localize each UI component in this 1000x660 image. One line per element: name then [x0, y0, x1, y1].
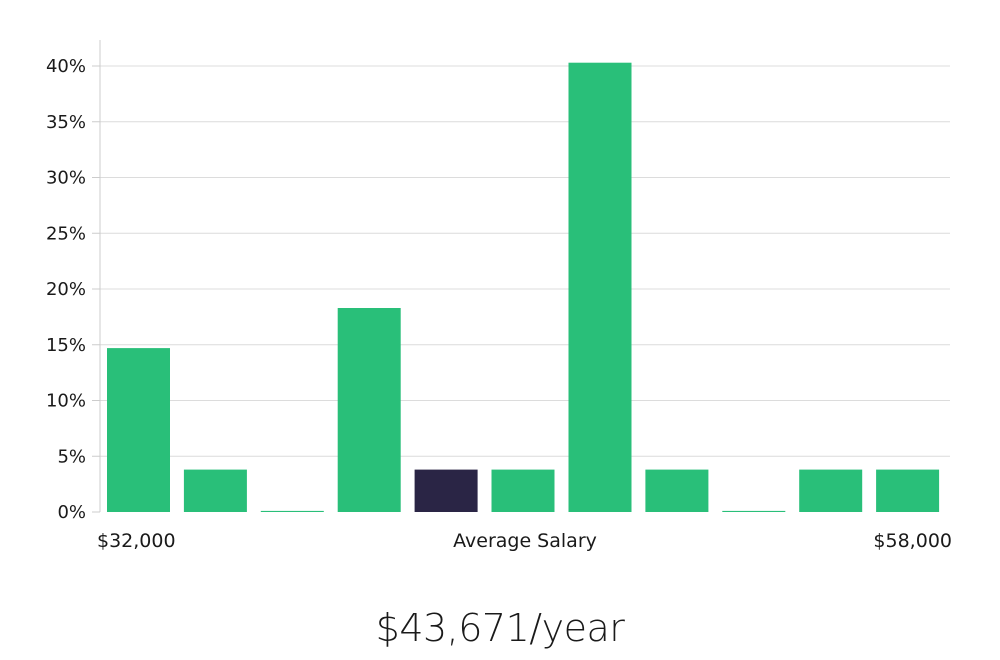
bar: [183, 469, 247, 512]
bar: [645, 469, 709, 512]
y-tick-label: 10%: [46, 391, 86, 412]
y-tick-label: 40%: [46, 56, 86, 77]
y-tick-label: 25%: [46, 223, 86, 244]
y-tick-label: 15%: [46, 335, 86, 356]
average-salary-value: $43,671/year: [375, 606, 625, 650]
x-min-label: $32,000: [97, 530, 176, 552]
y-tick-label: 20%: [46, 279, 86, 300]
bar: [491, 469, 555, 512]
grid-lines: [100, 65, 950, 457]
bar: [337, 308, 401, 512]
x-max-label: $58,000: [873, 530, 952, 552]
salary-distribution-chart: 0% 5% 10% 15% 20% 25% 30% 35% 40% $32,000 Averag…: [46, 40, 952, 552]
y-axis-ticks: 0% 5% 10% 15% 20% 25% 30% 35% 40%: [46, 56, 100, 523]
bar: [799, 469, 863, 512]
bar: [876, 469, 940, 512]
y-tick-label: 5%: [57, 446, 86, 467]
bar-highlighted: [414, 469, 478, 512]
bar: [568, 62, 632, 512]
x-axis-label: Average Salary: [453, 530, 597, 552]
y-tick-label: 30%: [46, 168, 86, 189]
bar: [107, 348, 170, 512]
bars: [107, 62, 940, 512]
y-tick-label: 35%: [46, 112, 86, 133]
bar: [722, 510, 786, 512]
y-tick-label: 0%: [57, 502, 86, 523]
bar: [260, 510, 324, 512]
